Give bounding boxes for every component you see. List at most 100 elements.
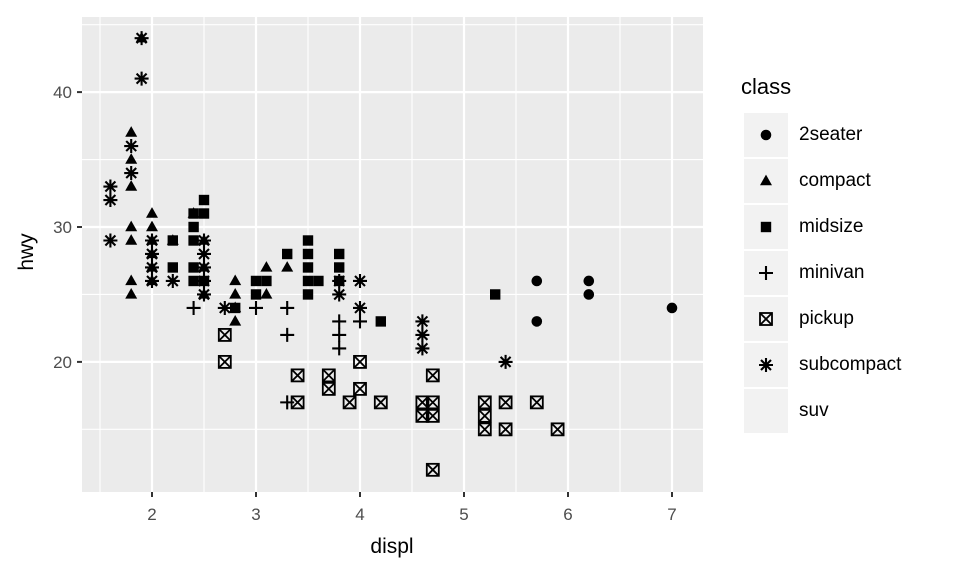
point-pickup xyxy=(373,395,388,410)
y-tick-label: 40 xyxy=(53,83,72,102)
point-midsize xyxy=(282,248,293,260)
legend-key-midsize xyxy=(744,204,788,249)
point-compact xyxy=(260,288,273,299)
point-pickup xyxy=(498,422,513,437)
square-icon xyxy=(760,221,772,232)
point-subcompact xyxy=(353,273,367,288)
point-subcompact xyxy=(498,354,513,369)
point-subcompact xyxy=(145,260,159,275)
point-pickup xyxy=(425,368,440,383)
point-pickup xyxy=(425,462,440,477)
x-tick-label: 4 xyxy=(355,505,364,524)
point-subcompact xyxy=(197,246,211,261)
point-midsize xyxy=(167,235,178,246)
point-pickup xyxy=(353,355,367,369)
point-midsize xyxy=(261,275,272,287)
legend-key-compact xyxy=(744,158,788,203)
point-2seater xyxy=(531,275,543,287)
point-subcompact xyxy=(103,193,118,208)
point-pickup xyxy=(477,395,492,410)
point-pickup xyxy=(498,395,513,410)
triangle-icon xyxy=(760,174,772,185)
point-compact xyxy=(146,207,158,218)
point-subcompact xyxy=(145,273,159,288)
point-pickup xyxy=(498,422,513,436)
legend-label-midsize: midsize xyxy=(799,215,864,237)
point-pickup xyxy=(321,368,336,383)
point-pickup xyxy=(353,382,367,396)
point-pickup xyxy=(322,368,336,383)
y-tick-label: 30 xyxy=(53,218,72,237)
point-compact xyxy=(125,288,138,299)
x-tick-label: 5 xyxy=(459,505,468,524)
square-x-icon xyxy=(759,311,773,326)
point-compact xyxy=(229,274,242,286)
point-pickup xyxy=(478,422,492,436)
point-minivan xyxy=(353,314,367,329)
point-midsize xyxy=(250,289,262,300)
point-midsize xyxy=(313,275,324,287)
point-midsize xyxy=(302,248,314,260)
point-midsize xyxy=(188,262,199,273)
point-pickup xyxy=(530,395,544,410)
point-compact xyxy=(260,261,273,272)
x-tick-label: 6 xyxy=(563,505,572,524)
point-pickup xyxy=(550,422,565,436)
point-midsize xyxy=(334,262,345,273)
y-tick-label: 20 xyxy=(53,353,72,372)
point-minivan xyxy=(332,327,347,342)
x-axis-title: displ xyxy=(370,535,414,558)
point-compact xyxy=(281,261,294,272)
point-midsize xyxy=(198,194,210,206)
point-pickup xyxy=(290,368,305,383)
point-midsize xyxy=(302,262,314,273)
point-2seater xyxy=(583,289,595,300)
point-subcompact xyxy=(217,300,232,315)
legend-key-minivan xyxy=(744,250,788,295)
point-midsize xyxy=(188,235,199,246)
point-compact xyxy=(125,180,138,191)
y-axis-title: hwy xyxy=(15,233,38,271)
point-subcompact xyxy=(415,341,430,356)
plus-icon xyxy=(759,265,773,280)
legend-label-pickup: pickup xyxy=(799,307,854,329)
legend-key-suv xyxy=(744,388,788,433)
point-midsize xyxy=(188,208,199,219)
legend-title: class xyxy=(741,74,792,99)
point-compact xyxy=(125,126,138,137)
point-midsize xyxy=(490,289,501,300)
point-subcompact xyxy=(165,273,180,288)
point-pickup xyxy=(290,368,305,383)
point-minivan xyxy=(332,341,347,356)
x-tick-label: 2 xyxy=(147,505,156,524)
legend-glyph-pickup xyxy=(759,311,773,326)
plot-panel xyxy=(82,17,703,492)
point-compact xyxy=(146,220,158,232)
point-pickup xyxy=(426,463,440,477)
point-pickup xyxy=(290,395,305,410)
point-pickup xyxy=(477,408,492,423)
legend-glyph-subcompact xyxy=(759,357,773,372)
point-compact xyxy=(125,220,138,232)
legend-label-subcompact: subcompact xyxy=(799,353,902,375)
point-minivan xyxy=(332,314,347,329)
legend-label-2seater: 2seater xyxy=(799,123,863,145)
point-subcompact xyxy=(124,139,139,154)
point-subcompact xyxy=(197,260,211,275)
legend-label-suv: suv xyxy=(799,399,829,421)
point-midsize xyxy=(188,221,199,233)
point-2seater xyxy=(531,316,543,327)
point-subcompact xyxy=(415,314,430,329)
point-subcompact xyxy=(197,233,211,248)
x-tick-label: 7 xyxy=(667,505,676,524)
point-minivan xyxy=(280,327,295,342)
point-compact xyxy=(125,234,138,245)
point-subcompact xyxy=(124,166,139,181)
point-pickup xyxy=(353,354,367,369)
point-pickup xyxy=(529,395,544,410)
point-minivan xyxy=(249,300,263,315)
x-tick-label: 3 xyxy=(251,505,260,524)
point-subcompact xyxy=(103,179,118,194)
point-subcompact xyxy=(332,273,347,288)
point-pickup xyxy=(322,382,336,396)
